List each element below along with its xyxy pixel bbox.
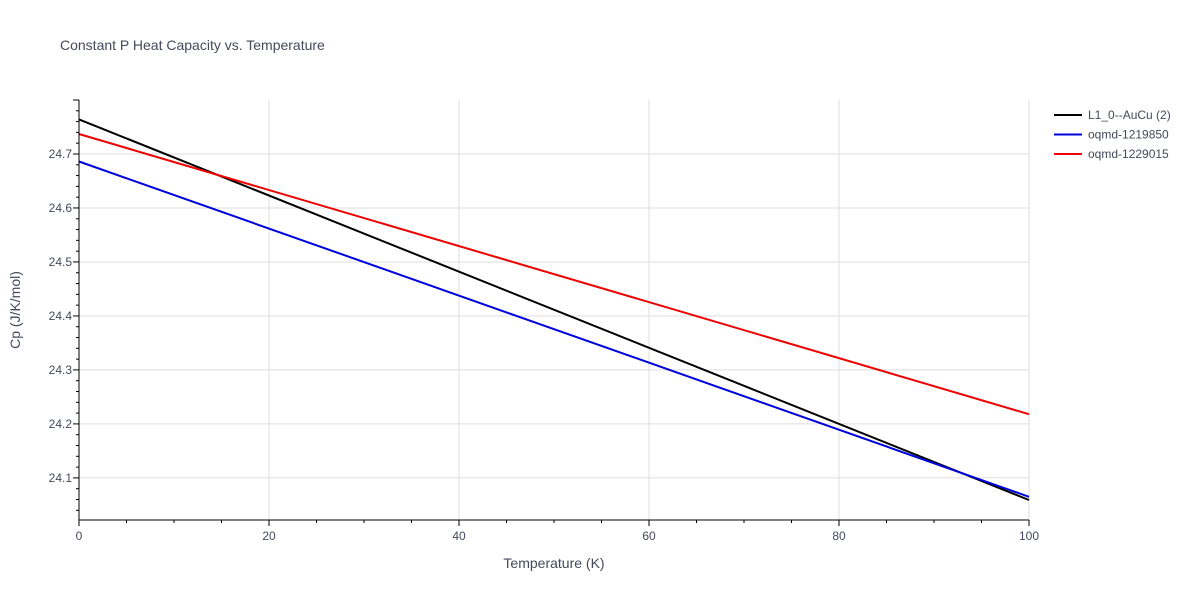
legend-item-2[interactable]: oqmd-1229015	[1054, 147, 1169, 161]
legend-item-1[interactable]: oqmd-1219850	[1054, 128, 1169, 142]
series-line-1	[78, 160, 1030, 498]
x-tick-label: 20	[262, 529, 276, 543]
legend-label: oqmd-1219850	[1088, 128, 1169, 142]
y-tick-label: 24.6	[49, 201, 73, 215]
series-lines	[78, 118, 1030, 501]
x-axis-label: Temperature (K)	[503, 555, 604, 571]
tick-labels: 0 20 40 60 80 100 24.1 24.2 24.3 24.4 24.5 24.6 24.7	[49, 147, 1040, 543]
y-axis-label: Cp (J/K/mol)	[7, 271, 23, 349]
y-tick-label: 24.1	[49, 471, 73, 485]
series-line-2	[78, 133, 1030, 416]
x-tick-label: 100	[1019, 529, 1039, 543]
legend-item-0[interactable]: L1_0--AuCu (2)	[1054, 108, 1171, 122]
legend-label: oqmd-1229015	[1088, 147, 1169, 161]
series-line-0	[78, 118, 1030, 501]
y-tick-label: 24.7	[49, 147, 73, 161]
x-tick-label: 0	[76, 529, 83, 543]
axes	[73, 99, 1030, 526]
grid	[79, 100, 1030, 520]
x-tick-label: 40	[452, 529, 466, 543]
legend-label: L1_0--AuCu (2)	[1088, 108, 1171, 122]
legend[interactable]: L1_0--AuCu (2) oqmd-1219850 oqmd-1229015	[1054, 108, 1171, 161]
x-tick-label: 60	[642, 529, 656, 543]
y-tick-label: 24.4	[49, 309, 73, 323]
chart-title: Constant P Heat Capacity vs. Temperature	[60, 37, 325, 53]
y-tick-label: 24.5	[49, 255, 73, 269]
x-tick-label: 80	[832, 529, 846, 543]
y-tick-label: 24.2	[49, 417, 73, 431]
y-tick-label: 24.3	[49, 363, 73, 377]
